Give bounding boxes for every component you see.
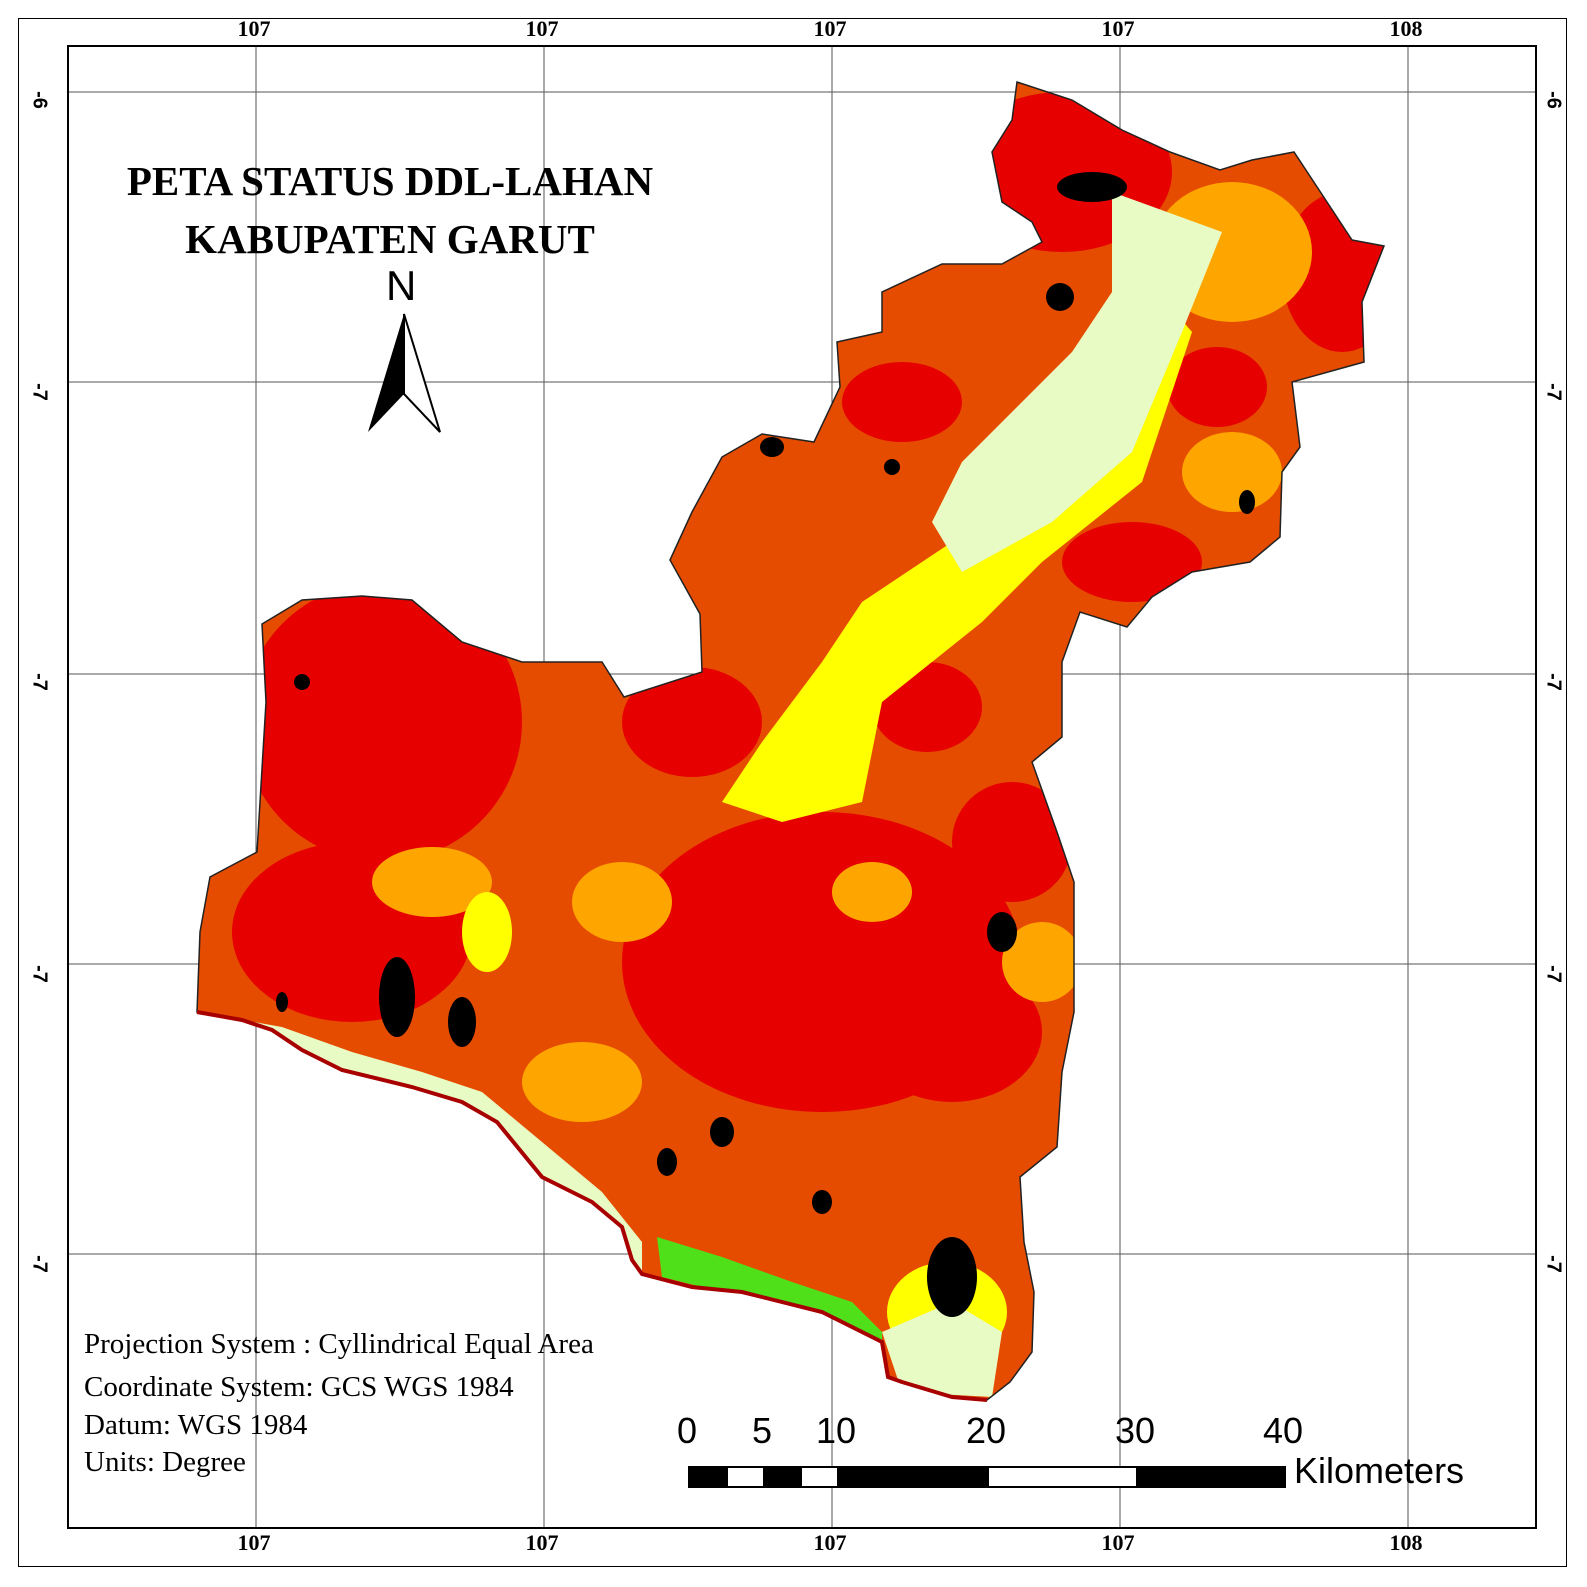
projection-text: Projection System : Cyllindrical Equal A… — [84, 1328, 594, 1360]
lat-tick-right-5: -7 — [1542, 1255, 1565, 1273]
zone-green — [657, 1237, 882, 1347]
map-frame[interactable] — [67, 45, 1537, 1529]
lon-tick-bottom-4: 107 — [1101, 1530, 1135, 1555]
coastline — [196, 1010, 988, 1402]
datum-text: Datum: WGS 1984 — [84, 1409, 308, 1441]
zones-black — [276, 172, 1255, 1317]
zone-low — [462, 892, 512, 972]
scale-label-20: 20 — [965, 1410, 1007, 1451]
zone-very-low-valley — [932, 192, 1222, 572]
lon-tick-top-3: 107 — [813, 16, 847, 41]
map-title: PETA STATUS DDL-LAHAN KABUPATEN GARUT — [90, 152, 690, 268]
north-arrow-icon — [368, 313, 441, 433]
lon-tick-top-1: 107 — [237, 16, 271, 41]
map-title-line2: KABUPATEN GARUT — [185, 216, 595, 262]
lon-tick-bottom-3: 107 — [813, 1530, 847, 1555]
lat-tick-left-3: -7 — [28, 673, 51, 691]
lon-tick-top-5: 108 — [1389, 16, 1423, 41]
scale-label-30: 30 — [1114, 1410, 1156, 1451]
lon-tick-bottom-5: 108 — [1389, 1530, 1423, 1555]
lat-tick-right-4: -7 — [1542, 965, 1565, 983]
lat-tick-right-2: -7 — [1542, 383, 1565, 401]
lat-tick-left-1: -6 — [28, 91, 51, 109]
map-title-line1: PETA STATUS DDL-LAHAN — [126, 158, 654, 204]
units-text: Units: Degree — [84, 1446, 246, 1478]
coordinate-system-text: Coordinate System: GCS WGS 1984 — [84, 1371, 514, 1403]
zones-medium — [372, 182, 1312, 1122]
lat-tick-right-3: -7 — [1542, 673, 1565, 691]
lat-tick-left-2: -7 — [28, 383, 51, 401]
garut-land-status-map[interactable] — [69, 47, 1537, 1529]
lat-tick-right-1: -6 — [1542, 91, 1565, 109]
north-label: N — [386, 262, 417, 309]
lon-tick-top-4: 107 — [1101, 16, 1135, 41]
zone-very-low-coast — [882, 1302, 1002, 1397]
lon-tick-bottom-1: 107 — [237, 1530, 271, 1555]
lon-tick-bottom-2: 107 — [525, 1530, 559, 1555]
scale-bar — [688, 1466, 1286, 1488]
lat-tick-left-5: -7 — [28, 1255, 51, 1273]
scale-label-10: 10 — [815, 1410, 857, 1451]
lon-tick-top-2: 107 — [525, 16, 559, 41]
scale-label-0: 0 — [676, 1410, 698, 1451]
scale-unit: Kilometers — [1294, 1450, 1465, 1491]
region-garut[interactable] — [182, 72, 1402, 1422]
lat-tick-left-4: -7 — [28, 965, 51, 983]
scale-label-5: 5 — [751, 1410, 773, 1451]
outer-frame — [18, 18, 1567, 1567]
scale-label-40: 40 — [1262, 1410, 1304, 1451]
